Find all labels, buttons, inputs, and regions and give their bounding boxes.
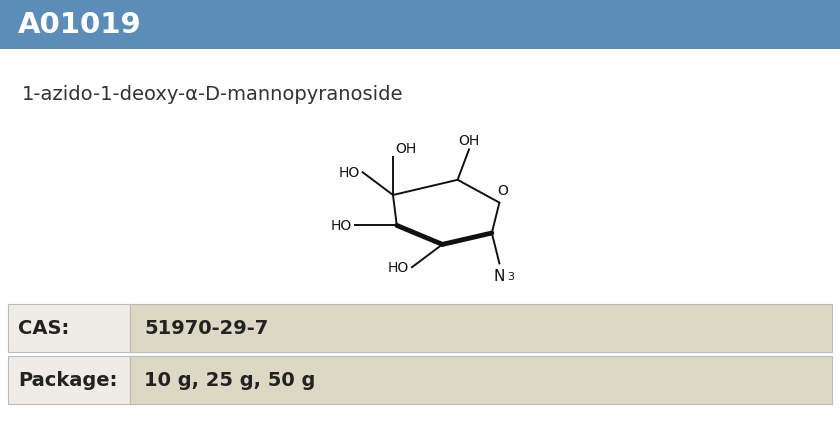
Text: 10 g, 25 g, 50 g: 10 g, 25 g, 50 g bbox=[144, 371, 315, 390]
Text: Package:: Package: bbox=[18, 371, 118, 390]
Bar bbox=[8, 304, 130, 352]
Bar bbox=[130, 304, 832, 352]
Text: O: O bbox=[497, 184, 508, 198]
Text: A01019: A01019 bbox=[18, 11, 142, 39]
Text: HO: HO bbox=[331, 219, 352, 233]
Text: 1-azido-1-deoxy-α-D-mannopyranoside: 1-azido-1-deoxy-α-D-mannopyranoside bbox=[22, 85, 403, 104]
Text: OH: OH bbox=[459, 134, 480, 148]
Bar bbox=[130, 356, 832, 404]
Bar bbox=[0, 0, 840, 50]
Text: HO: HO bbox=[388, 261, 409, 275]
Text: CAS:: CAS: bbox=[18, 319, 69, 338]
Text: OH: OH bbox=[395, 141, 417, 156]
Text: N: N bbox=[494, 269, 505, 284]
Text: 3: 3 bbox=[507, 272, 514, 282]
Text: HO: HO bbox=[339, 166, 360, 180]
Bar bbox=[8, 356, 130, 404]
Text: 51970-29-7: 51970-29-7 bbox=[144, 319, 268, 338]
